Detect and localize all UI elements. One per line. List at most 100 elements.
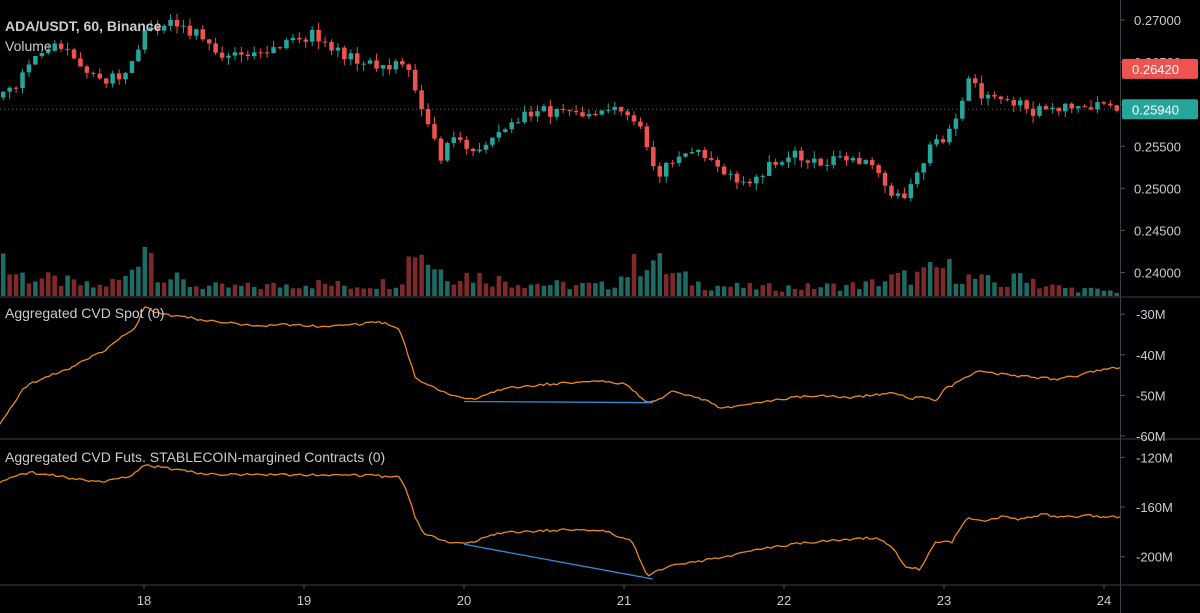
volume-bar [773, 290, 778, 296]
volume-bar [1075, 292, 1081, 296]
volume-bar [599, 281, 605, 296]
volume-bar [232, 284, 238, 296]
volume-bar [284, 284, 289, 296]
candle-up [786, 157, 791, 163]
candle-down [979, 83, 984, 99]
symbol-title[interactable]: ADA/USDT, 60, Binance [5, 18, 162, 34]
volume-bar [541, 285, 547, 296]
volume-bar [149, 252, 154, 296]
volume-bar [548, 285, 553, 296]
candle-up [689, 151, 695, 154]
volume-bar [837, 290, 843, 296]
volume-bar [322, 283, 328, 296]
price-axis-tick-label: 0.24500 [1134, 223, 1181, 238]
volume-title[interactable]: Volume [5, 38, 52, 54]
candle-down [972, 78, 978, 84]
volume-bar [490, 286, 495, 296]
candle-up [26, 64, 32, 73]
candle-up [515, 122, 521, 124]
candle-down [1011, 100, 1017, 106]
volume-bar [902, 270, 907, 296]
volume-bar [1108, 290, 1113, 296]
cvd-spot-title[interactable]: Aggregated CVD Spot (0) [5, 305, 165, 321]
volume-bar [1005, 286, 1010, 296]
volume-bar [702, 290, 708, 296]
volume-bar [831, 283, 836, 296]
volume-bar [477, 273, 482, 296]
volume-bar [914, 271, 920, 296]
volume-bar [239, 285, 244, 296]
volume-bar [741, 287, 746, 296]
volume-bar [805, 283, 811, 296]
candle-up [837, 156, 843, 158]
volume-bar [689, 285, 695, 296]
volume-bar [496, 275, 502, 296]
volume-bar [348, 288, 354, 296]
price-axis-tick-label: 0.25500 [1134, 139, 1181, 154]
candle-down [670, 162, 675, 164]
volume-bar [65, 275, 70, 296]
volume-bar [734, 282, 740, 296]
candle-up [232, 52, 238, 56]
candle-up [754, 176, 759, 184]
volume-bar [7, 274, 12, 296]
volume-bar [573, 285, 579, 296]
volume-bar [13, 274, 19, 296]
candle-down [618, 106, 624, 112]
volume-bar [979, 274, 984, 296]
candle-up [1017, 100, 1023, 106]
volume-bar [142, 246, 148, 296]
volume-bar [264, 284, 270, 296]
candle-up [927, 144, 933, 164]
volume-bar [1101, 290, 1107, 296]
volume-bar [161, 282, 167, 296]
volume-bar [213, 282, 218, 296]
volume-bar [123, 275, 128, 296]
volume-bar [1082, 288, 1087, 296]
candle-down [457, 137, 463, 140]
candle-up [863, 160, 868, 164]
candle-up [895, 193, 901, 196]
candle-down [1082, 106, 1087, 108]
volume-bar [252, 286, 257, 296]
volume-bar [110, 278, 115, 296]
candle-up [1050, 107, 1055, 110]
candle-down [734, 173, 740, 183]
volume-bar [1114, 292, 1120, 296]
volume-bar [786, 285, 791, 296]
last-high-price-label: 0.26420 [1132, 62, 1179, 77]
candle-up [451, 137, 457, 143]
candle-up [1063, 103, 1068, 112]
candle-down [1030, 108, 1036, 116]
cvd-futs-cvd-line [0, 464, 1121, 577]
candle-down [174, 19, 180, 27]
volume-bar [844, 285, 849, 296]
price-axis-tick-label: 0.24000 [1134, 265, 1181, 280]
candle-up [110, 73, 115, 84]
volume-bar [934, 267, 939, 296]
candle-down [219, 52, 225, 58]
candle-down [548, 106, 553, 117]
candle-up [606, 109, 611, 111]
candle-up [380, 65, 386, 69]
cvd-futs-title[interactable]: Aggregated CVD Futs. STABLECOIN-margined… [5, 449, 386, 465]
candle-down [715, 159, 720, 167]
candle-up [921, 163, 926, 173]
volume-bar [670, 273, 675, 296]
volume-bar [219, 283, 225, 296]
candle-up [309, 29, 315, 42]
candle-down [329, 42, 334, 51]
time-axis-tick-label: 21 [617, 593, 631, 608]
time-axis-tick-label: 24 [1097, 593, 1111, 608]
candle-up [483, 144, 489, 150]
candle-down [992, 94, 997, 97]
volume-bar [799, 289, 804, 296]
candle-down [747, 181, 753, 184]
volume-bar [876, 286, 881, 296]
candle-down [342, 47, 347, 60]
candle-down [631, 115, 637, 122]
volume-bar [1050, 284, 1055, 296]
volume-bar [1088, 287, 1094, 296]
volume-bar [71, 279, 77, 296]
candle-up [554, 108, 560, 117]
